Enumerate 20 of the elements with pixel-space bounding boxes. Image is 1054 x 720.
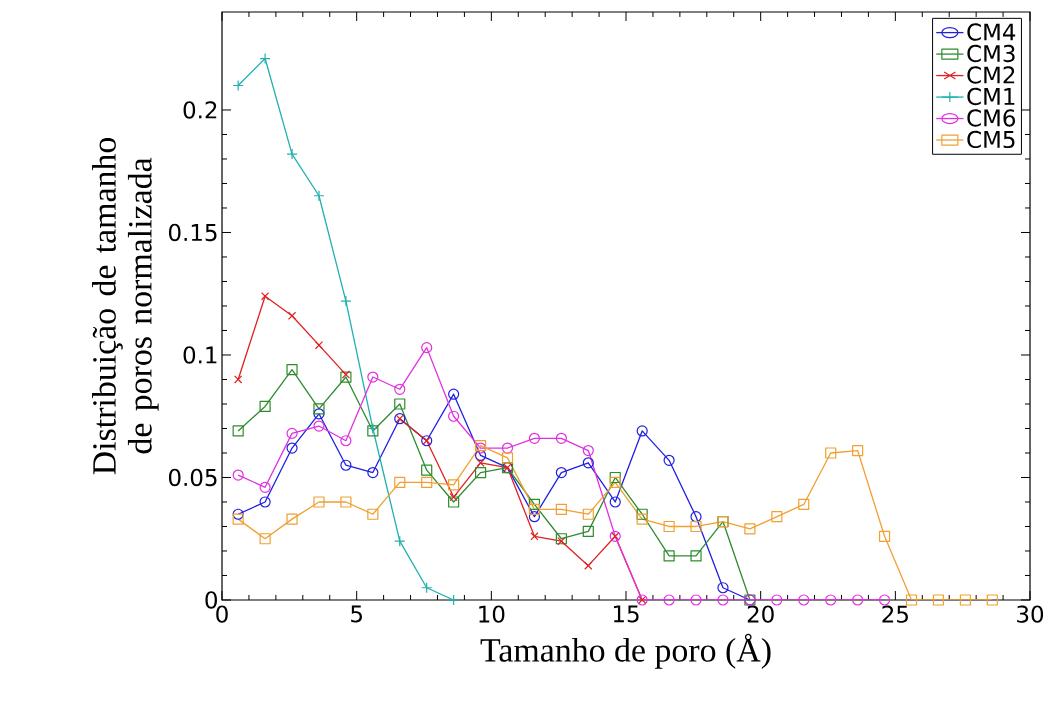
legend-label: CM6: [967, 109, 1015, 127]
y-axis-title: Distribuição de tamanho de poros normalizada: [92, 137, 159, 475]
legend-label: CM4: [967, 23, 1016, 41]
x-tick-label: 15: [613, 605, 639, 623]
x-tick-label: 10: [479, 605, 505, 623]
y-tick-label: 0.2: [183, 101, 217, 119]
x-tick-label: 25: [882, 605, 908, 623]
x-tick-label: 20: [747, 605, 774, 623]
y-tick-label: 0.05: [168, 468, 217, 487]
legend-label: CM5: [967, 130, 1015, 149]
legend-label: CM2: [967, 66, 1015, 84]
legend-label: CM3: [967, 44, 1015, 63]
x-tick-label: 5: [351, 605, 362, 623]
legend-label: CM1: [967, 87, 1015, 106]
y-tick-label: 0: [205, 591, 217, 609]
x-tick-label: 30: [1017, 605, 1044, 623]
y-tick-label: 0.15: [168, 223, 217, 242]
x-tick-label: 0: [216, 605, 228, 623]
x-axis-title: Tamanho de poro (Å): [480, 633, 771, 669]
y-tick-label: 0.1: [183, 346, 217, 364]
